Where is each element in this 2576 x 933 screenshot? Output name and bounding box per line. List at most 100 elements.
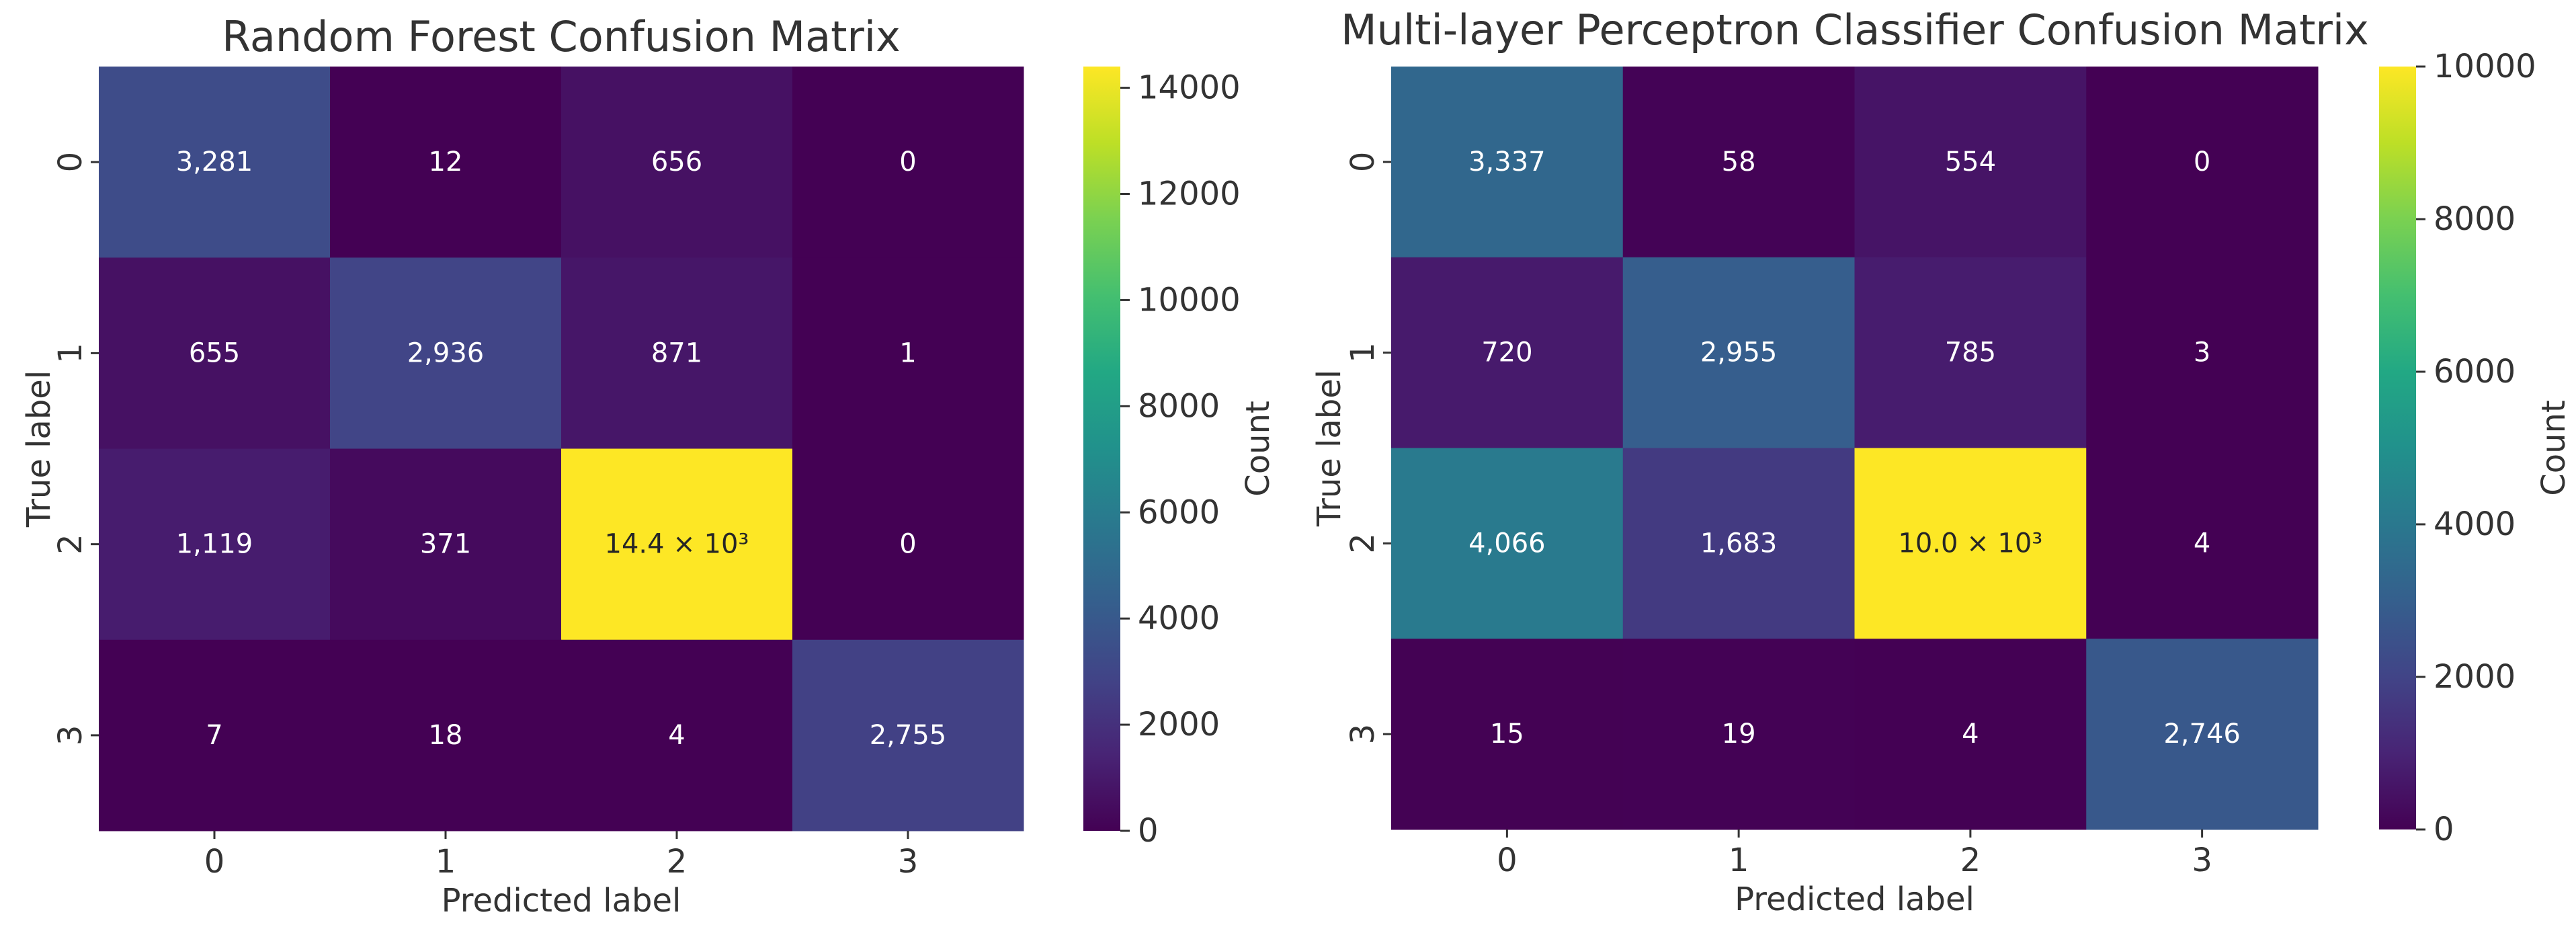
heatmap-cell — [99, 67, 331, 258]
cell-value-label: 18 — [429, 720, 463, 751]
heatmap-cell — [1854, 448, 2087, 639]
heatmap-cell — [99, 639, 331, 831]
colorbar-tick-label: 12000 — [1138, 175, 1241, 213]
heatmap-cell — [561, 67, 793, 258]
colorbar-tick-label: 4000 — [1138, 600, 1220, 637]
heatmap-cell — [1391, 639, 1624, 830]
heatmap-cell — [792, 257, 1024, 449]
heatmap-cell — [99, 448, 331, 641]
heatmap-cell — [1622, 67, 1855, 258]
heatmap-cell — [330, 448, 562, 641]
heatmap-cell — [2086, 257, 2319, 448]
colorbar — [1083, 67, 1120, 831]
heatmap-cell — [1391, 67, 1624, 258]
colorbar-label: Count — [1239, 401, 1277, 497]
cell-value-label: 554 — [1945, 147, 1996, 177]
cell-value-label: 2,746 — [2163, 719, 2241, 749]
chart-title: Multi-layer Perceptron Classifier Confus… — [1341, 5, 2369, 54]
y-tick-label: 0 — [52, 152, 89, 173]
y-tick-label: 2 — [1344, 533, 1382, 554]
chart-title: Random Forest Confusion Matrix — [222, 12, 901, 61]
y-tick-label: 1 — [52, 343, 89, 364]
cell-value-label: 655 — [189, 337, 240, 368]
cell-value-label: 1,683 — [1700, 528, 1778, 559]
heatmap-panel-1: Multi-layer Perceptron Classifier Confus… — [1311, 5, 2573, 918]
cell-value-label: 12 — [429, 147, 463, 177]
cell-value-label: 0 — [899, 529, 916, 560]
heatmap-cell — [330, 67, 562, 258]
cell-value-label: 0 — [2194, 147, 2210, 177]
heatmap-cell — [1854, 639, 2087, 830]
heatmap-cell — [1854, 257, 2087, 448]
cell-value-label: 7 — [206, 720, 222, 751]
cell-value-label: 871 — [651, 337, 702, 368]
heatmap-cell — [2086, 67, 2319, 258]
cell-value-label: 14.4 × 10³ — [605, 529, 749, 560]
x-tick-label: 0 — [204, 843, 225, 881]
cell-value-label: 2,936 — [407, 337, 485, 368]
cell-value-label: 1,119 — [176, 529, 253, 560]
heatmap-cell — [99, 257, 331, 449]
cell-value-label: 4 — [668, 720, 685, 751]
x-axis-label: Predicted label — [442, 882, 681, 920]
cell-value-label: 371 — [420, 529, 471, 560]
cell-value-label: 19 — [1722, 719, 1756, 749]
colorbar-tick-label: 14000 — [1138, 69, 1241, 107]
x-tick-label: 1 — [1729, 842, 1749, 879]
cell-value-label: 785 — [1945, 337, 1996, 368]
heatmap-cell — [330, 257, 562, 449]
colorbar-tick-label: 10000 — [2434, 48, 2536, 85]
colorbar-tick-label: 4000 — [2434, 505, 2516, 543]
y-tick-label: 1 — [1344, 342, 1382, 363]
x-axis-label: Predicted label — [1735, 881, 1975, 918]
y-tick-label: 3 — [52, 725, 89, 746]
heatmap-cell — [2086, 639, 2319, 830]
heatmap-cell — [792, 448, 1024, 641]
cell-value-label: 4,066 — [1468, 528, 1546, 559]
colorbar-label: Count — [2535, 400, 2573, 496]
x-tick-label: 3 — [2192, 842, 2212, 879]
heatmap-cell — [330, 639, 562, 831]
heatmap-cell — [1391, 448, 1624, 639]
colorbar-tick-label: 6000 — [1138, 493, 1220, 531]
y-tick-label: 0 — [1344, 152, 1382, 173]
y-axis-label: True label — [20, 370, 58, 528]
cell-value-label: 1 — [899, 337, 916, 368]
heatmap-cell — [1391, 257, 1624, 448]
cell-value-label: 10.0 × 10³ — [1898, 528, 2042, 559]
heatmap-cell — [792, 67, 1024, 258]
colorbar-tick-label: 0 — [1138, 812, 1159, 850]
heatmap-cell — [1622, 257, 1855, 448]
cell-value-label: 2,755 — [870, 720, 947, 751]
cell-value-label: 2,955 — [1700, 337, 1778, 368]
x-tick-label: 1 — [435, 843, 456, 881]
cell-value-label: 4 — [1962, 719, 1979, 749]
cell-value-label: 3 — [2194, 337, 2210, 368]
cell-value-label: 3,337 — [1468, 147, 1546, 177]
heatmap-cell — [561, 448, 793, 641]
heatmap-cell — [792, 639, 1024, 831]
colorbar — [2379, 67, 2416, 829]
y-tick-label: 3 — [1344, 724, 1382, 745]
cell-value-label: 3,281 — [176, 147, 253, 177]
cell-value-label: 0 — [899, 147, 916, 177]
cell-value-label: 656 — [651, 147, 702, 177]
heatmap-cell — [1622, 448, 1855, 639]
y-axis-label: True label — [1311, 370, 1348, 527]
colorbar-tick-label: 8000 — [2434, 200, 2516, 238]
colorbar-tick-label: 2000 — [2434, 658, 2516, 696]
x-tick-label: 0 — [1497, 842, 1518, 879]
heatmap-cell — [1622, 639, 1855, 830]
y-tick-label: 2 — [52, 534, 89, 555]
heatmap-cell — [2086, 448, 2319, 639]
heatmap-cell — [561, 639, 793, 831]
x-tick-label: 3 — [898, 843, 919, 881]
cell-value-label: 720 — [1481, 337, 1532, 368]
colorbar-tick-label: 0 — [2434, 811, 2454, 848]
colorbar-tick-label: 2000 — [1138, 706, 1220, 743]
colorbar-tick-label: 10000 — [1138, 281, 1241, 319]
x-tick-label: 2 — [1960, 842, 1981, 879]
cell-value-label: 4 — [2194, 528, 2210, 559]
